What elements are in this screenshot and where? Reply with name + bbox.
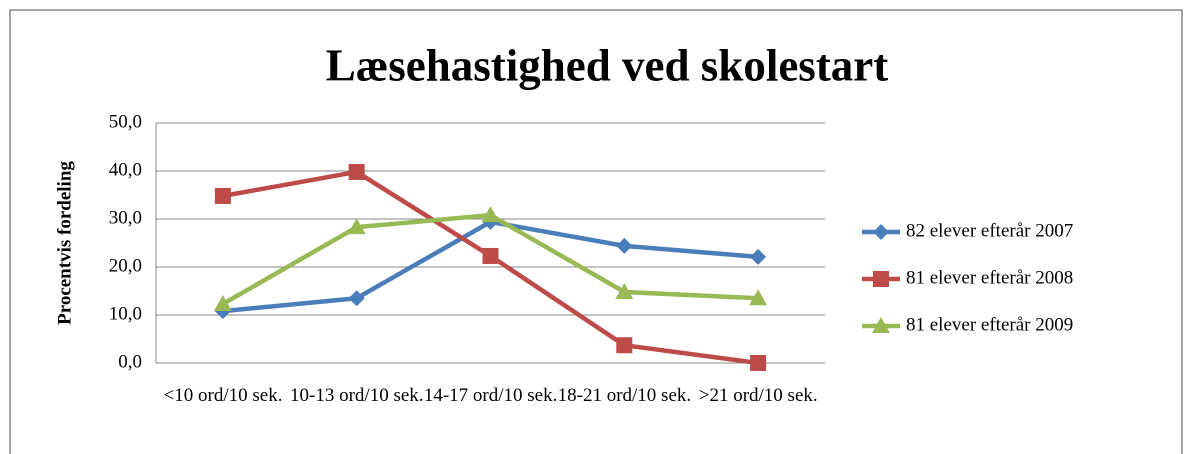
y-axis-label: Procentvis fordeling bbox=[54, 161, 75, 325]
y-tick-label: 10,0 bbox=[109, 303, 142, 324]
x-tick-label: <10 ord/10 sek. bbox=[163, 385, 283, 406]
chart-title: Læsehastighed ved skolestart bbox=[326, 40, 889, 90]
marker bbox=[348, 290, 365, 307]
y-tick-label: 30,0 bbox=[109, 207, 142, 228]
marker bbox=[616, 237, 633, 254]
marker bbox=[481, 206, 500, 223]
marker bbox=[750, 355, 767, 371]
chart-border bbox=[9, 9, 1183, 454]
marker bbox=[347, 218, 366, 235]
marker bbox=[213, 294, 232, 311]
legend-label: 81 elever efterår 2009 bbox=[906, 314, 1073, 335]
y-tick-label: 40,0 bbox=[109, 159, 142, 180]
y-tick-label: 50,0 bbox=[109, 111, 142, 132]
marker bbox=[348, 163, 365, 180]
marker bbox=[214, 187, 231, 204]
marker bbox=[749, 289, 768, 306]
y-tick-label: 0,0 bbox=[118, 351, 142, 372]
x-tick-label: >21 ord/10 sek. bbox=[698, 385, 818, 406]
legend-label: 82 elever efterår 2007 bbox=[906, 220, 1073, 241]
legend-label: 81 elever efterår 2008 bbox=[906, 267, 1073, 288]
x-tick-label: 18-21 ord/10 sek. bbox=[557, 385, 692, 406]
x-tick-label: 10-13 ord/10 sek. bbox=[290, 385, 424, 406]
marker bbox=[615, 282, 634, 299]
y-tick-label: 20,0 bbox=[109, 255, 142, 276]
marker bbox=[616, 337, 633, 354]
legend-marker bbox=[873, 271, 889, 287]
marker bbox=[750, 248, 767, 265]
marker bbox=[482, 247, 499, 264]
x-tick-label: 14-17 ord/10 sek. bbox=[423, 385, 558, 406]
legend-marker bbox=[872, 317, 890, 333]
legend-marker bbox=[873, 224, 889, 240]
